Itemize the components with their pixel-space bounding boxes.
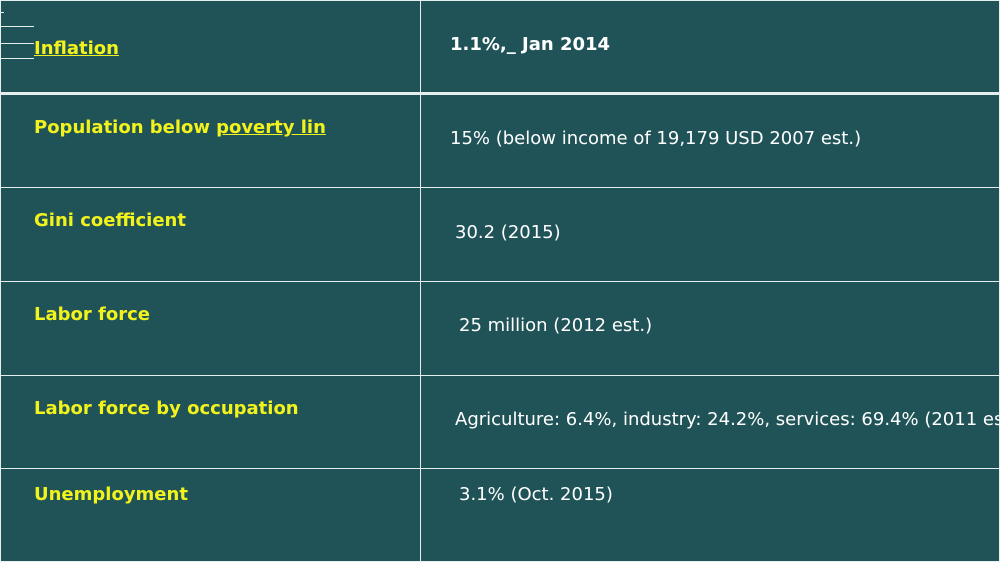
label-text: Labor force xyxy=(34,304,150,325)
label-text: poverty lin xyxy=(216,117,326,138)
row-value: 3.1% (Oct. 2015) xyxy=(459,484,613,505)
row-value: 1.1%,_ Jan 2014 xyxy=(450,34,611,55)
label-text: Population below xyxy=(34,117,211,138)
row-divider xyxy=(0,468,1000,469)
row-label: Inflation xyxy=(34,37,119,61)
header-divider xyxy=(0,92,1000,95)
decoration xyxy=(0,12,4,13)
row-label: Labor force xyxy=(34,303,150,327)
row-label: Gini coefficient xyxy=(34,209,186,233)
label-text: Inflation xyxy=(34,38,119,59)
decoration xyxy=(0,43,34,44)
row-label: Population below poverty lin xyxy=(34,116,326,140)
label-text: Gini coefficient xyxy=(34,210,186,231)
label-text: Labor force by occupation xyxy=(34,398,299,419)
row-label: Labor force by occupation xyxy=(34,397,299,421)
row-divider xyxy=(0,281,1000,282)
decoration xyxy=(0,58,34,59)
row-divider xyxy=(0,187,1000,188)
table-border xyxy=(0,0,1000,1)
row-value: 15% (below income of 19,179 USD 2007 est… xyxy=(450,128,862,149)
row-label: Unemployment xyxy=(34,483,188,507)
row-value: 25 million (2012 est.) xyxy=(459,315,653,336)
label-text: Unemployment xyxy=(34,484,188,505)
row-value: Agriculture: 6.4%, industry: 24.2%, serv… xyxy=(455,409,1000,430)
decoration xyxy=(0,26,34,27)
row-value: 30.2 (2015) xyxy=(455,222,561,243)
row-divider xyxy=(0,375,1000,376)
